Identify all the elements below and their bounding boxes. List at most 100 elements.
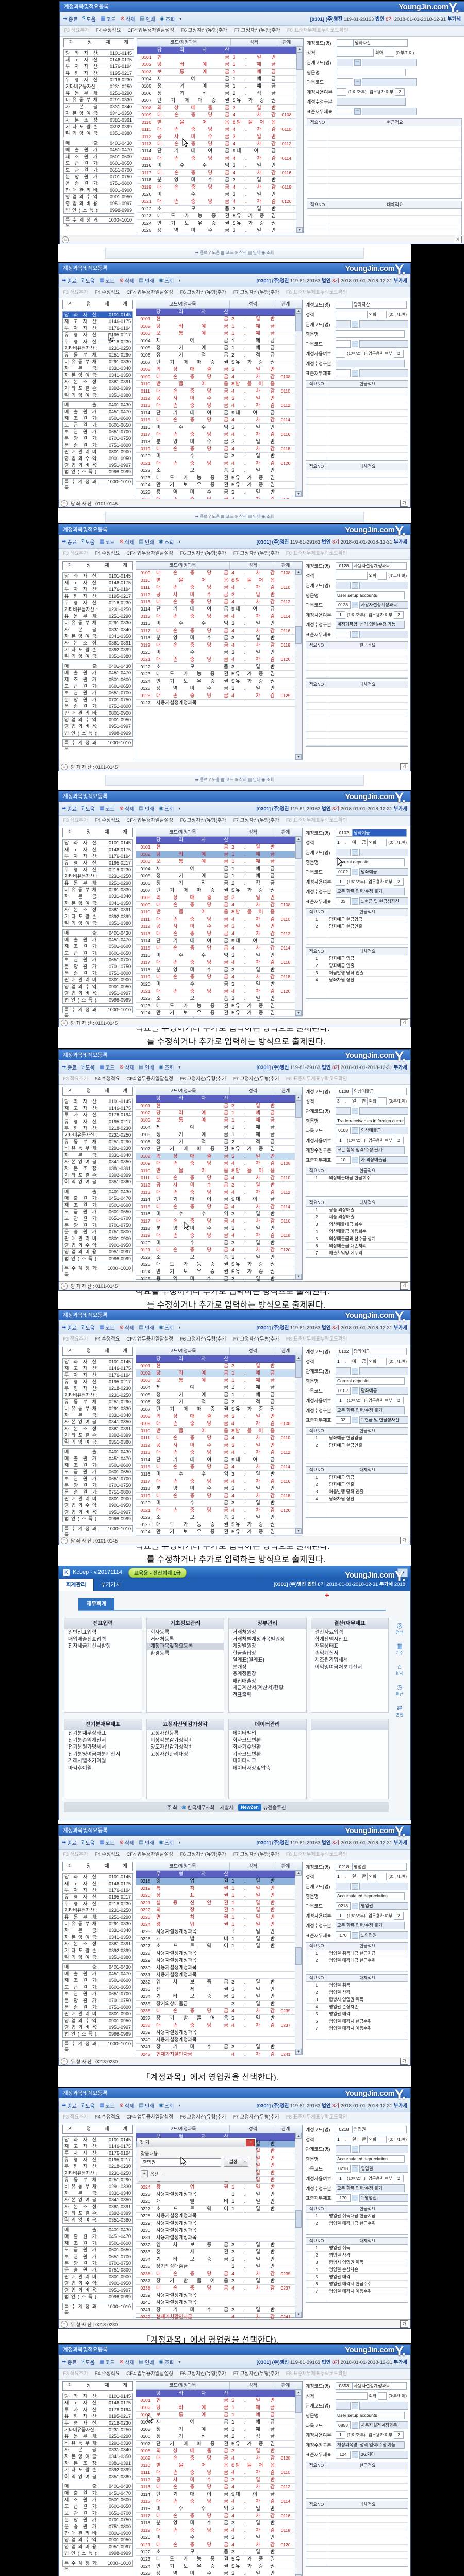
account-code-field[interactable] bbox=[336, 301, 352, 309]
subject-name-field[interactable] bbox=[359, 340, 408, 348]
account-system-item[interactable]: 자 본 조 정 : 0381-0391 bbox=[63, 116, 134, 124]
account-system-item[interactable]: 재 고 자 산 : 0146-0175 bbox=[62, 2143, 133, 2150]
code-button[interactable]: ▦ 코드 bbox=[100, 2358, 115, 2366]
ime-indicator[interactable]: 가 bbox=[400, 1537, 408, 1544]
account-system-item[interactable]: 기타비유동자산 : 0231-0250 bbox=[63, 83, 134, 90]
account-system-item[interactable]: 도 급 원 가 : 0601-0650 bbox=[62, 1208, 133, 1215]
help-button[interactable]: ? 도움 bbox=[81, 1063, 95, 1071]
account-system-item[interactable]: 기타비유동자산 : 0231-0250 bbox=[62, 1392, 133, 1399]
account-system-item[interactable]: 비 유 동 부 채 : 0291-0330 bbox=[62, 1920, 133, 1927]
account-system-item[interactable]: 자 본 잉 여 금 : 0341-0350 bbox=[63, 110, 134, 117]
account-system-item[interactable]: 기 타 포 괄 손 익 : 0392-0399 bbox=[62, 2210, 133, 2222]
account-code-field[interactable]: 0102 bbox=[336, 1348, 352, 1355]
memo-row[interactable] bbox=[306, 2491, 408, 2498]
menu-item[interactable]: 거래처별계정과목별원장 bbox=[233, 1636, 285, 1642]
account-system-item[interactable]: 자 본 조 정 : 0381-0391 bbox=[62, 639, 133, 647]
english-name-field[interactable]: User setup accounts bbox=[336, 2412, 405, 2419]
memo-row[interactable]: 7 영업권 매각시 어음수취 bbox=[306, 2288, 408, 2295]
grid-row[interactable]: 0231 사용자설정계정과목 bbox=[136, 1972, 302, 1979]
account-system-item[interactable]: 기 타 포 괄 손 익 : 0392-0399 bbox=[62, 913, 133, 925]
standard-name-field[interactable]: 1.영업권 bbox=[359, 2194, 408, 2202]
memo-row[interactable]: 3 외상매출대금 회수 bbox=[306, 1221, 408, 1228]
scroll-up-icon[interactable]: ▲ bbox=[295, 2389, 302, 2395]
lookup-icon[interactable]: ⋯ bbox=[352, 898, 359, 905]
memo-row[interactable]: 3 합병시 영업권 취득 bbox=[306, 2259, 408, 2266]
account-system-item[interactable]: 영 업 외 수 익 : 0901-0950 bbox=[62, 716, 133, 723]
memo-row[interactable]: 2 영업권 상각 bbox=[306, 1989, 408, 1996]
account-system-item[interactable]: 투 자 자 산 : 0176-0194 bbox=[62, 1111, 133, 1118]
ime-indicator[interactable]: 가 bbox=[400, 763, 408, 770]
business-car-field[interactable]: 2 bbox=[394, 1397, 404, 1404]
grid-row[interactable]: 0107 단 기 매 매 증 권 5.유 가 증 권 bbox=[136, 2441, 302, 2448]
code-button[interactable]: ▦ 코드 bbox=[101, 15, 116, 23]
account-system-item[interactable]: 매 출 원 가 : 0451-0470 bbox=[62, 1455, 133, 1462]
standard-name-field[interactable]: 1.현금 및 현금성자산 bbox=[359, 1416, 408, 1424]
memo-row[interactable]: 1 당좌예금 현금입금 bbox=[306, 916, 408, 923]
memo-row[interactable] bbox=[306, 732, 408, 739]
subject-code-field[interactable] bbox=[336, 340, 351, 348]
lookup-icon[interactable]: ⋯ bbox=[352, 1903, 359, 1909]
modify-class-field[interactable]: 모든 항목 입력/수정 불가 bbox=[336, 888, 405, 895]
grid-group-row[interactable]: 당 좌 자 산 bbox=[136, 1095, 302, 1103]
memo-row[interactable] bbox=[306, 395, 408, 402]
account-system-item[interactable]: 도 급 원 가 : 0601-0650 bbox=[63, 160, 134, 167]
menu-item[interactable]: 이익잉여금처분계산서 bbox=[314, 1664, 362, 1670]
grid-row[interactable]: 0123 매 도 가 능 증 권 5.유 가 증 권 bbox=[137, 213, 303, 220]
account-system-item[interactable]: 재 고 자 산 : 0146-0175 bbox=[62, 1105, 133, 1112]
account-system-item[interactable]: 자 본 금 : 0331-0340 bbox=[62, 365, 133, 372]
fkey-item[interactable]: F4 수정적요 bbox=[94, 1852, 120, 1857]
standard-code-field[interactable]: 170 bbox=[336, 1931, 351, 1939]
grid-scrollbar[interactable]: ▲▼ bbox=[295, 1355, 302, 1534]
memo-row[interactable]: 1 상품 외상매출 bbox=[306, 1207, 408, 1214]
memo-row[interactable] bbox=[306, 739, 408, 746]
standard-name-field[interactable] bbox=[362, 108, 417, 115]
account-use-field[interactable]: 1 bbox=[336, 878, 345, 886]
account-system-item[interactable]: 보 관 원 가 : 0651-0700 bbox=[62, 428, 133, 435]
account-system-item[interactable]: 법 인 ( 소 득 ) : 0998-0999 bbox=[62, 996, 133, 1004]
account-system-item[interactable]: 도 급 원 가 : 0601-0650 bbox=[62, 950, 133, 957]
code-button[interactable]: ▦ 코드 bbox=[100, 277, 115, 284]
grid-scrollbar[interactable]: ▲▼ bbox=[295, 1095, 302, 1280]
account-system-item[interactable]: 운 송 원 가 : 0751-0800 bbox=[62, 703, 133, 710]
grid-row[interactable]: 0114 단 기 대 여 금 9.대 여 금 bbox=[136, 2491, 302, 2498]
memo-row[interactable] bbox=[306, 1503, 408, 1510]
memo-row[interactable]: 1 영업권 취득 bbox=[306, 1982, 408, 1989]
account-system-item[interactable]: 자 본 잉 여 금 : 0341-0350 bbox=[62, 900, 133, 907]
memo-row[interactable]: 6 외상매출금 대손처리 bbox=[306, 1243, 408, 1250]
exit-button[interactable]: ➡ 종료 bbox=[62, 1839, 77, 1846]
account-system-item[interactable]: 특 수 계 정 과 목 : 1000~1010 bbox=[62, 2040, 133, 2053]
ime-indicator[interactable]: 가 bbox=[400, 2320, 408, 2328]
menu-item[interactable]: 회사코드변환 bbox=[233, 1737, 261, 1743]
nature-field[interactable] bbox=[336, 572, 368, 580]
grid-row[interactable]: 0107 단 기 매 매 증 권 5.유 가 증 권 bbox=[137, 97, 303, 105]
fkey-item[interactable]: F7 고정자산(무형)추가 bbox=[233, 290, 279, 295]
account-system-item[interactable]: 제 조 원 가 : 0501-0600 bbox=[62, 415, 133, 422]
account-system-item[interactable]: 운 송 원 가 : 0751-0800 bbox=[62, 2004, 133, 2011]
business-car-field[interactable]: 2 bbox=[394, 2175, 404, 2182]
account-system-item[interactable]: 법 인 ( 소 득 ) : 0998-0999 bbox=[62, 2030, 133, 2038]
account-system-item[interactable]: 특 수 계 정 과 목 : 1000~1010 bbox=[62, 1006, 133, 1019]
account-system-item[interactable]: 기타비유동자산 : 0231-0250 bbox=[62, 2426, 133, 2433]
code-button[interactable]: ▦ 코드 bbox=[100, 1063, 115, 1071]
account-system-item[interactable]: 분 양 원 가 : 0701-0750 bbox=[62, 435, 133, 442]
search-button[interactable]: ◉ 조회 bbox=[159, 277, 174, 284]
account-system-item[interactable]: 영 업 외 비 용 : 0951-0997 bbox=[62, 990, 133, 997]
modify-class-field[interactable]: 계정과목명, 성격 입력/수정 가능 bbox=[336, 621, 405, 629]
